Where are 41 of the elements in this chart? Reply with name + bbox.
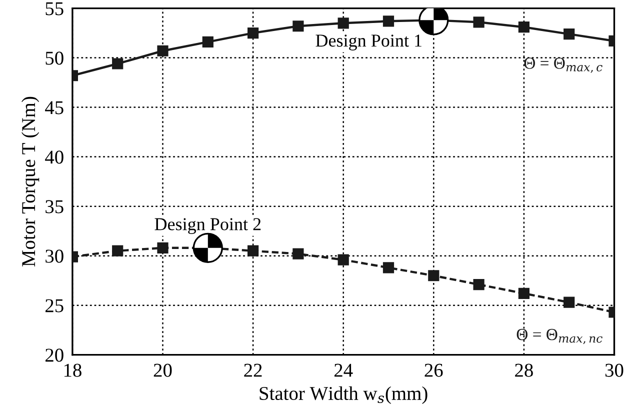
- y-tick-label: 55: [46, 2, 64, 16]
- point: [112, 245, 124, 256]
- x-tick-label: 26: [424, 364, 443, 377]
- point: [428, 270, 440, 282]
- point: [382, 262, 394, 274]
- x-tick-label: 30: [605, 364, 624, 377]
- point: [157, 242, 168, 254]
- point: [382, 16, 394, 27]
- y-tick-label: 20: [46, 348, 64, 362]
- point: [473, 278, 484, 290]
- x-tick-label: 18: [64, 364, 82, 377]
- x-tick-label: 20: [154, 364, 172, 377]
- series-label: Θ = Θ$_{max,c}$: [524, 58, 602, 73]
- point: [338, 254, 349, 266]
- x-tick-label: 24: [334, 364, 353, 377]
- point: [564, 28, 575, 40]
- annotation: Design Point 1: [316, 34, 422, 50]
- x-tick-label: 22: [244, 364, 262, 377]
- y-tick-label: 40: [45, 150, 64, 164]
- y-axis-title: Motor Torque T (Nm): [21, 96, 40, 266]
- point: [112, 58, 124, 70]
- x-tick-label: 28: [515, 364, 533, 377]
- series-label: Θ = Θ$_{max,nc}$: [516, 328, 602, 344]
- y-tick-label: 45: [45, 101, 64, 114]
- point: [247, 245, 259, 256]
- point: [564, 296, 575, 308]
- point: [518, 22, 530, 33]
- y-tick-label: 30: [46, 250, 64, 263]
- y-tick-label: 25: [46, 299, 64, 312]
- point: [247, 27, 259, 39]
- point: [157, 45, 168, 56]
- point: [202, 36, 214, 48]
- point: [292, 20, 304, 32]
- annotation: Design Point 2: [154, 218, 261, 234]
- y-tick-label: 50: [46, 52, 64, 65]
- y-tick-label: 35: [46, 200, 64, 214]
- point: [292, 248, 304, 260]
- point: [518, 288, 530, 299]
- point: [338, 18, 349, 29]
- point: [473, 16, 484, 28]
- x-axis-title: Stator Width w$_{s}$(mm): [260, 386, 428, 404]
